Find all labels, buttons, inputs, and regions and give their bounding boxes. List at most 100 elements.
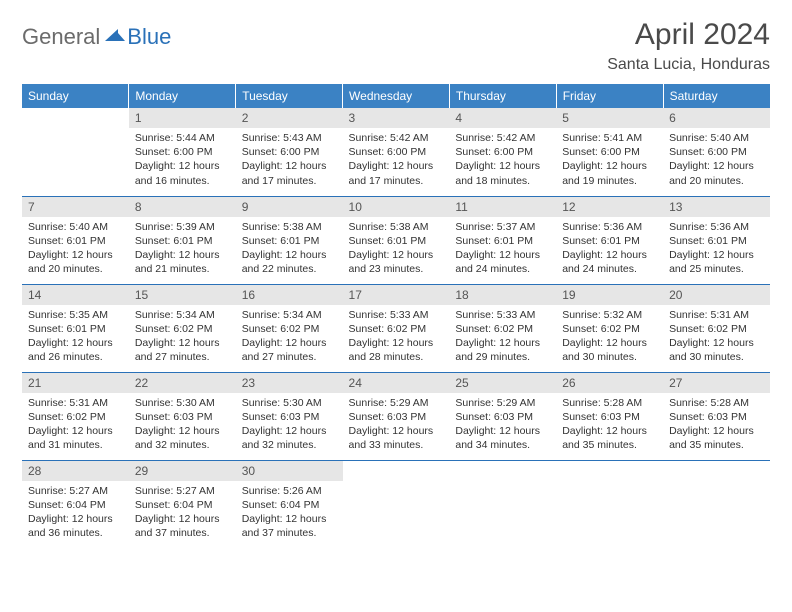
calendar-week-row: 28Sunrise: 5:27 AMSunset: 6:04 PMDayligh… xyxy=(22,460,770,548)
calendar-day-cell: 16Sunrise: 5:34 AMSunset: 6:02 PMDayligh… xyxy=(236,284,343,372)
calendar-day-cell: 27Sunrise: 5:28 AMSunset: 6:03 PMDayligh… xyxy=(663,372,770,460)
day-details: Sunrise: 5:27 AMSunset: 6:04 PMDaylight:… xyxy=(129,481,236,546)
day-number: 12 xyxy=(556,197,663,217)
calendar-day-cell: 18Sunrise: 5:33 AMSunset: 6:02 PMDayligh… xyxy=(449,284,556,372)
day-details: Sunrise: 5:42 AMSunset: 6:00 PMDaylight:… xyxy=(343,128,450,193)
day-number: 18 xyxy=(449,285,556,305)
day-details: Sunrise: 5:42 AMSunset: 6:00 PMDaylight:… xyxy=(449,128,556,193)
calendar-day-cell: 23Sunrise: 5:30 AMSunset: 6:03 PMDayligh… xyxy=(236,372,343,460)
calendar-week-row: 7Sunrise: 5:40 AMSunset: 6:01 PMDaylight… xyxy=(22,196,770,284)
day-number: 30 xyxy=(236,461,343,481)
calendar-day-cell: 5Sunrise: 5:41 AMSunset: 6:00 PMDaylight… xyxy=(556,108,663,196)
calendar-week-row: 1Sunrise: 5:44 AMSunset: 6:00 PMDaylight… xyxy=(22,108,770,196)
day-header: Thursday xyxy=(449,84,556,108)
calendar-day-cell: 1Sunrise: 5:44 AMSunset: 6:00 PMDaylight… xyxy=(129,108,236,196)
logo-text-general: General xyxy=(22,24,100,50)
header: General Blue April 2024 Santa Lucia, Hon… xyxy=(22,18,770,74)
calendar-day-cell: 8Sunrise: 5:39 AMSunset: 6:01 PMDaylight… xyxy=(129,196,236,284)
day-number: 8 xyxy=(129,197,236,217)
day-number: 16 xyxy=(236,285,343,305)
day-details: Sunrise: 5:27 AMSunset: 6:04 PMDaylight:… xyxy=(22,481,129,546)
day-number: 21 xyxy=(22,373,129,393)
calendar-day-cell: 22Sunrise: 5:30 AMSunset: 6:03 PMDayligh… xyxy=(129,372,236,460)
day-details: Sunrise: 5:31 AMSunset: 6:02 PMDaylight:… xyxy=(663,305,770,370)
day-number: 11 xyxy=(449,197,556,217)
day-number: 27 xyxy=(663,373,770,393)
day-number: 26 xyxy=(556,373,663,393)
calendar-day-cell: 11Sunrise: 5:37 AMSunset: 6:01 PMDayligh… xyxy=(449,196,556,284)
calendar-week-row: 21Sunrise: 5:31 AMSunset: 6:02 PMDayligh… xyxy=(22,372,770,460)
calendar-day-cell: 28Sunrise: 5:27 AMSunset: 6:04 PMDayligh… xyxy=(22,460,129,548)
calendar-day-cell: 9Sunrise: 5:38 AMSunset: 6:01 PMDaylight… xyxy=(236,196,343,284)
day-details: Sunrise: 5:33 AMSunset: 6:02 PMDaylight:… xyxy=(449,305,556,370)
calendar-day-cell: 10Sunrise: 5:38 AMSunset: 6:01 PMDayligh… xyxy=(343,196,450,284)
day-number: 29 xyxy=(129,461,236,481)
calendar-day-cell: 25Sunrise: 5:29 AMSunset: 6:03 PMDayligh… xyxy=(449,372,556,460)
logo: General Blue xyxy=(22,24,171,50)
calendar-table: SundayMondayTuesdayWednesdayThursdayFrid… xyxy=(22,84,770,548)
day-details: Sunrise: 5:34 AMSunset: 6:02 PMDaylight:… xyxy=(129,305,236,370)
day-number: 9 xyxy=(236,197,343,217)
day-details: Sunrise: 5:26 AMSunset: 6:04 PMDaylight:… xyxy=(236,481,343,546)
page-title: April 2024 xyxy=(607,18,770,52)
day-number: 3 xyxy=(343,108,450,128)
calendar-day-cell: 24Sunrise: 5:29 AMSunset: 6:03 PMDayligh… xyxy=(343,372,450,460)
calendar-day-cell xyxy=(22,108,129,196)
day-details: Sunrise: 5:29 AMSunset: 6:03 PMDaylight:… xyxy=(449,393,556,458)
calendar-day-cell xyxy=(663,460,770,548)
calendar-header-row: SundayMondayTuesdayWednesdayThursdayFrid… xyxy=(22,84,770,108)
day-details: Sunrise: 5:43 AMSunset: 6:00 PMDaylight:… xyxy=(236,128,343,193)
day-number: 10 xyxy=(343,197,450,217)
day-details: Sunrise: 5:40 AMSunset: 6:00 PMDaylight:… xyxy=(663,128,770,193)
day-details: Sunrise: 5:36 AMSunset: 6:01 PMDaylight:… xyxy=(663,217,770,282)
day-number: 20 xyxy=(663,285,770,305)
day-details: Sunrise: 5:30 AMSunset: 6:03 PMDaylight:… xyxy=(129,393,236,458)
calendar-day-cell: 20Sunrise: 5:31 AMSunset: 6:02 PMDayligh… xyxy=(663,284,770,372)
calendar-day-cell: 6Sunrise: 5:40 AMSunset: 6:00 PMDaylight… xyxy=(663,108,770,196)
day-header: Monday xyxy=(129,84,236,108)
day-number: 1 xyxy=(129,108,236,128)
location-label: Santa Lucia, Honduras xyxy=(607,56,770,74)
day-details: Sunrise: 5:35 AMSunset: 6:01 PMDaylight:… xyxy=(22,305,129,370)
day-details: Sunrise: 5:31 AMSunset: 6:02 PMDaylight:… xyxy=(22,393,129,458)
day-number: 7 xyxy=(22,197,129,217)
day-details: Sunrise: 5:29 AMSunset: 6:03 PMDaylight:… xyxy=(343,393,450,458)
day-details: Sunrise: 5:39 AMSunset: 6:01 PMDaylight:… xyxy=(129,217,236,282)
day-header: Friday xyxy=(556,84,663,108)
calendar-day-cell: 13Sunrise: 5:36 AMSunset: 6:01 PMDayligh… xyxy=(663,196,770,284)
logo-mark-icon xyxy=(105,27,125,48)
day-header: Saturday xyxy=(663,84,770,108)
calendar-day-cell: 26Sunrise: 5:28 AMSunset: 6:03 PMDayligh… xyxy=(556,372,663,460)
day-details: Sunrise: 5:40 AMSunset: 6:01 PMDaylight:… xyxy=(22,217,129,282)
day-details: Sunrise: 5:30 AMSunset: 6:03 PMDaylight:… xyxy=(236,393,343,458)
day-number: 28 xyxy=(22,461,129,481)
day-details: Sunrise: 5:28 AMSunset: 6:03 PMDaylight:… xyxy=(663,393,770,458)
day-number: 25 xyxy=(449,373,556,393)
day-details: Sunrise: 5:28 AMSunset: 6:03 PMDaylight:… xyxy=(556,393,663,458)
day-number: 23 xyxy=(236,373,343,393)
day-number: 6 xyxy=(663,108,770,128)
calendar-day-cell xyxy=(343,460,450,548)
day-details: Sunrise: 5:38 AMSunset: 6:01 PMDaylight:… xyxy=(236,217,343,282)
day-details: Sunrise: 5:37 AMSunset: 6:01 PMDaylight:… xyxy=(449,217,556,282)
day-number: 19 xyxy=(556,285,663,305)
day-header: Sunday xyxy=(22,84,129,108)
calendar-day-cell: 30Sunrise: 5:26 AMSunset: 6:04 PMDayligh… xyxy=(236,460,343,548)
day-number: 13 xyxy=(663,197,770,217)
day-number: 24 xyxy=(343,373,450,393)
day-details: Sunrise: 5:41 AMSunset: 6:00 PMDaylight:… xyxy=(556,128,663,193)
day-details: Sunrise: 5:34 AMSunset: 6:02 PMDaylight:… xyxy=(236,305,343,370)
day-number: 22 xyxy=(129,373,236,393)
calendar-day-cell: 19Sunrise: 5:32 AMSunset: 6:02 PMDayligh… xyxy=(556,284,663,372)
day-details: Sunrise: 5:38 AMSunset: 6:01 PMDaylight:… xyxy=(343,217,450,282)
calendar-day-cell xyxy=(449,460,556,548)
day-details: Sunrise: 5:33 AMSunset: 6:02 PMDaylight:… xyxy=(343,305,450,370)
calendar-day-cell: 17Sunrise: 5:33 AMSunset: 6:02 PMDayligh… xyxy=(343,284,450,372)
day-number: 5 xyxy=(556,108,663,128)
calendar-day-cell: 14Sunrise: 5:35 AMSunset: 6:01 PMDayligh… xyxy=(22,284,129,372)
day-header: Tuesday xyxy=(236,84,343,108)
day-number: 15 xyxy=(129,285,236,305)
calendar-day-cell: 29Sunrise: 5:27 AMSunset: 6:04 PMDayligh… xyxy=(129,460,236,548)
day-number: 14 xyxy=(22,285,129,305)
calendar-day-cell: 3Sunrise: 5:42 AMSunset: 6:00 PMDaylight… xyxy=(343,108,450,196)
